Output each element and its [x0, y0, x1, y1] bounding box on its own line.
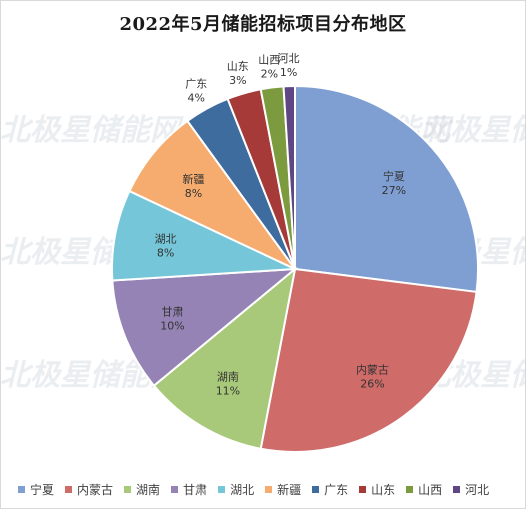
slice-category-label: 广东 — [185, 77, 207, 90]
legend-swatch — [171, 485, 179, 493]
slice-category-label: 湖北 — [155, 232, 177, 245]
legend-swatch — [406, 485, 414, 493]
slice-category-label: 山西 — [258, 54, 280, 67]
slice-percent-label: 2% — [261, 68, 278, 81]
legend-item: 广东 — [312, 481, 348, 498]
legend-item: 山西 — [406, 481, 442, 498]
slice-percent-label: 11% — [216, 384, 240, 397]
pie-slice-4 — [111, 189, 296, 282]
legend-item: 宁夏 — [18, 481, 54, 498]
slice-category-label: 河北 — [278, 52, 300, 65]
slice-percent-label: 8% — [185, 187, 202, 200]
slice-percent-label: 1% — [280, 66, 297, 79]
slice-category-label: 甘肃 — [161, 306, 183, 319]
chart-title: 2022年5月储能招标项目分布地区 — [119, 14, 407, 35]
legend-item: 甘肃 — [171, 481, 207, 498]
legend-label: 山西 — [418, 482, 443, 497]
watermark-text: 北极星储能网 — [0, 113, 184, 148]
legend-label: 河北 — [465, 482, 490, 497]
slice-category-label: 新疆 — [182, 172, 204, 186]
legend-label: 湖南 — [136, 482, 161, 497]
slice-percent-label: 8% — [157, 246, 174, 259]
legend-swatch — [359, 485, 367, 493]
legend-item: 湖南 — [124, 481, 160, 498]
pie-slice-9 — [282, 84, 296, 270]
pie-slice-3 — [111, 267, 299, 388]
pie-slices — [111, 84, 479, 453]
legend-swatch — [265, 485, 273, 493]
legend-label: 宁夏 — [30, 482, 55, 497]
legend-label: 内蒙古 — [77, 482, 114, 497]
slice-percent-label: 4% — [188, 91, 205, 104]
legend-label: 新疆 — [277, 482, 302, 497]
slice-percent-label: 10% — [160, 320, 184, 333]
legend-item: 内蒙古 — [65, 481, 113, 498]
legend-swatch — [312, 485, 320, 493]
pie-labels: 宁夏27%内蒙古26%湖南11%甘肃10%湖北8%新疆8%广东4%山东3%山西2… — [155, 52, 406, 397]
legend-item: 新疆 — [265, 481, 301, 498]
pie-slice-5 — [128, 119, 296, 270]
slice-percent-label: 3% — [229, 74, 246, 87]
legend-label: 广东 — [324, 482, 349, 497]
pie-slice-2 — [152, 266, 297, 450]
legend-label: 湖北 — [230, 482, 255, 497]
slice-percent-label: 26% — [360, 378, 384, 391]
slice-category-label: 山东 — [227, 60, 249, 73]
legend-label: 山东 — [371, 482, 396, 497]
pie-slice-1 — [259, 267, 478, 453]
legend-swatch — [124, 485, 132, 493]
legend-swatch — [453, 485, 461, 493]
legend-item: 湖北 — [218, 481, 254, 498]
legend-swatch — [18, 485, 25, 493]
legend-item: 山东 — [359, 481, 395, 498]
legend-swatch — [65, 485, 73, 493]
slice-category-label: 宁夏 — [383, 169, 405, 183]
slice-category-label: 湖南 — [217, 370, 239, 383]
slice-category-label: 内蒙古 — [356, 363, 389, 377]
slice-percent-label: 27% — [382, 184, 406, 197]
watermark-text: 北极星储能网 — [420, 113, 526, 148]
chart-legend: 宁夏 内蒙古 湖南 甘肃 湖北 新疆 广东 山东 山西 河北 — [18, 480, 518, 498]
legend-background — [8, 474, 516, 502]
legend-label: 甘肃 — [183, 482, 208, 497]
legend-swatch — [218, 485, 226, 493]
pie-slice-0 — [294, 84, 479, 294]
legend-item: 河北 — [453, 481, 489, 498]
